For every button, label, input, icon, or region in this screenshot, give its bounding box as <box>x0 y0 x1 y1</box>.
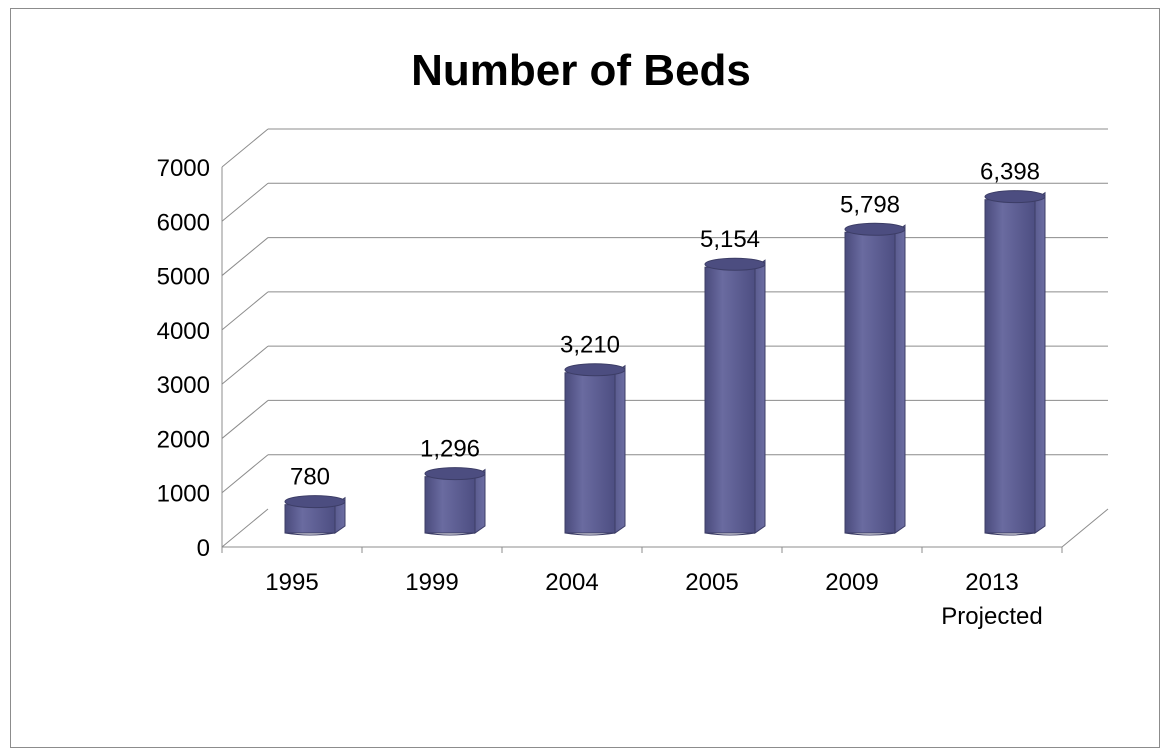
bar-front <box>705 267 755 533</box>
gridline-side <box>222 400 268 438</box>
bar-front <box>285 505 335 533</box>
x-tick-label: 2005 <box>685 569 738 596</box>
floor-right-edge <box>1062 509 1108 547</box>
y-tick-label: 1000 <box>157 481 210 508</box>
x-tick-label: 1999 <box>405 569 458 596</box>
y-tick-label: 6000 <box>157 209 210 236</box>
bar-top <box>705 258 765 270</box>
y-tick-label: 7000 <box>157 155 210 182</box>
data-label: 5,154 <box>700 226 760 253</box>
bar-top <box>565 364 625 376</box>
gridline-side <box>222 509 268 547</box>
bar <box>425 468 485 535</box>
bar-front <box>565 373 615 533</box>
y-tick-label: 0 <box>197 535 210 562</box>
bar <box>565 364 625 535</box>
bar-top <box>845 223 905 235</box>
bar-top <box>285 496 345 508</box>
y-tick-label: 4000 <box>157 318 210 345</box>
bar-side <box>475 470 485 533</box>
y-tick-label: 5000 <box>157 264 210 291</box>
x-tick-sublabel: Projected <box>941 603 1042 630</box>
bar-side <box>1035 193 1045 533</box>
bar-front <box>845 232 895 533</box>
x-tick-label: 2013 <box>965 569 1018 596</box>
bar-top <box>425 468 485 480</box>
gridline-side <box>222 346 268 384</box>
y-tick-label: 3000 <box>157 372 210 399</box>
gridline-side <box>222 238 268 276</box>
x-tick-label: 1995 <box>265 569 318 596</box>
data-label: 780 <box>290 464 330 491</box>
data-label: 5,798 <box>840 191 900 218</box>
gridline-side <box>222 183 268 221</box>
bar <box>705 258 765 535</box>
gridline-side <box>222 455 268 493</box>
bar <box>985 191 1045 535</box>
bar-front <box>985 200 1035 533</box>
bar-side <box>895 225 905 533</box>
bar <box>845 223 905 535</box>
data-label: 3,210 <box>560 332 620 359</box>
x-tick-label: 2004 <box>545 569 598 596</box>
gridline-side <box>222 129 268 167</box>
data-label: 1,296 <box>420 436 480 463</box>
gridline-side <box>222 292 268 330</box>
bar-side <box>615 366 625 533</box>
bar-side <box>755 260 765 533</box>
bar-front <box>425 477 475 533</box>
chart-walls <box>222 129 1108 553</box>
bars-group <box>285 191 1045 535</box>
y-tick-label: 2000 <box>157 426 210 453</box>
data-label: 6,398 <box>980 159 1040 186</box>
bar <box>285 496 345 535</box>
x-tick-label: 2009 <box>825 569 878 596</box>
bar-top <box>985 191 1045 203</box>
